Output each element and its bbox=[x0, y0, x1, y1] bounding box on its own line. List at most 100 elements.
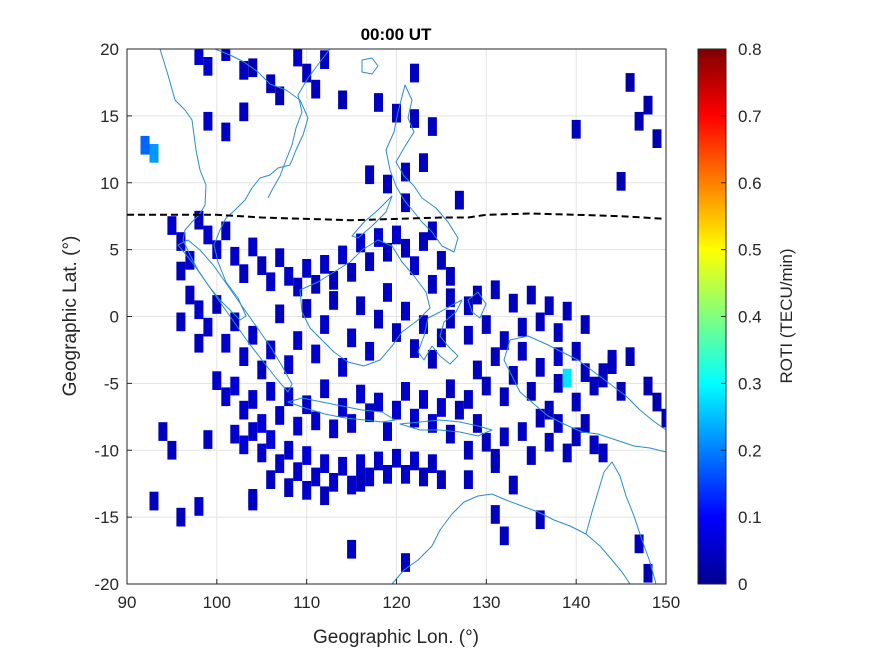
y-axis-label: Geographic Lat. (°) bbox=[60, 236, 81, 397]
roti-cell bbox=[445, 379, 455, 399]
roti-cell bbox=[410, 451, 419, 471]
coastline-vietnam bbox=[267, 49, 331, 199]
coastline-hainan bbox=[361, 57, 379, 75]
roti-cell bbox=[499, 526, 509, 546]
y-axis-ticks: -20 -15 -10 -5 0 5 10 15 20 bbox=[94, 40, 132, 594]
roti-cell bbox=[517, 341, 527, 361]
roti-cell bbox=[499, 387, 509, 407]
roti-cell bbox=[275, 86, 285, 106]
roti-cell bbox=[275, 406, 285, 425]
roti-cell bbox=[140, 135, 150, 155]
roti-cell bbox=[535, 312, 545, 332]
roti-cell bbox=[427, 117, 437, 136]
roti-cell bbox=[553, 323, 563, 342]
roti-cell bbox=[401, 193, 410, 213]
roti-cell bbox=[329, 291, 339, 310]
roti-cell bbox=[302, 481, 312, 500]
roti-cell bbox=[580, 414, 590, 433]
roti-cell bbox=[302, 63, 312, 83]
roti-cell bbox=[338, 90, 348, 110]
x-tick-label: 110 bbox=[293, 593, 320, 612]
roti-cell bbox=[490, 454, 500, 473]
roti-cell bbox=[607, 355, 617, 374]
roti-cell bbox=[490, 280, 500, 300]
roti-cell bbox=[535, 358, 545, 377]
roti-cell bbox=[347, 263, 357, 282]
y-tick-label: 20 bbox=[100, 40, 119, 59]
roti-cell bbox=[454, 400, 464, 420]
roti-cell bbox=[266, 382, 276, 401]
roti-cell bbox=[383, 465, 392, 484]
roti-cell bbox=[499, 427, 509, 447]
roti-cell bbox=[374, 309, 383, 329]
roti-cell bbox=[284, 440, 294, 460]
roti-cell bbox=[248, 325, 258, 345]
roti-cell bbox=[392, 400, 401, 420]
roti-cell bbox=[436, 251, 446, 270]
y-tick-label: 10 bbox=[100, 174, 119, 193]
coastline-lesser-sunda bbox=[399, 419, 493, 437]
roti-cell bbox=[293, 462, 303, 481]
colorbar-ticks: 0 0.1 0.2 0.3 0.4 0.5 0.6 0.7 0.8 bbox=[721, 40, 762, 594]
roti-cell bbox=[481, 315, 491, 334]
roti-cell bbox=[302, 259, 312, 278]
y-tick-label: 5 bbox=[110, 241, 119, 260]
roti-cell bbox=[508, 475, 518, 495]
roti-cell bbox=[374, 228, 383, 247]
roti-cell bbox=[194, 333, 204, 353]
roti-cell bbox=[356, 384, 366, 404]
roti-cell bbox=[347, 328, 357, 348]
roti-cell bbox=[383, 242, 392, 262]
y-tick-label: -5 bbox=[104, 374, 119, 393]
roti-cell bbox=[436, 398, 446, 417]
roti-cell bbox=[526, 382, 536, 401]
roti-cell bbox=[338, 358, 348, 377]
y-tick-label: -10 bbox=[94, 441, 119, 460]
magnetic-equator-line bbox=[127, 212, 666, 222]
roti-cell bbox=[203, 225, 213, 245]
roti-cell bbox=[472, 285, 482, 305]
colorbar-tick-label: 0 bbox=[738, 575, 747, 594]
roti-cell bbox=[410, 109, 419, 128]
roti-cell bbox=[239, 61, 249, 80]
roti-cell bbox=[463, 296, 473, 316]
roti-cell bbox=[338, 398, 348, 417]
roti-cell bbox=[499, 331, 509, 350]
roti-cell bbox=[221, 122, 231, 142]
roti-cell bbox=[257, 256, 267, 275]
roti-cell bbox=[302, 395, 312, 415]
roti-cell bbox=[652, 392, 662, 412]
roti-cell bbox=[463, 440, 473, 460]
roti-cell bbox=[230, 246, 240, 266]
roti-cell bbox=[356, 296, 366, 316]
roti-cell bbox=[508, 293, 518, 313]
roti-cell bbox=[580, 315, 590, 334]
roti-cell bbox=[436, 470, 446, 489]
chart-title: 00:00 UT bbox=[361, 25, 432, 44]
roti-cell bbox=[463, 325, 473, 345]
roti-cell bbox=[356, 473, 366, 492]
roti-cell bbox=[544, 432, 554, 452]
roti-cell bbox=[257, 414, 267, 433]
coastline-australia bbox=[391, 493, 631, 584]
roti-cell bbox=[257, 360, 267, 380]
roti-cell bbox=[643, 95, 653, 115]
roti-cell bbox=[266, 470, 276, 489]
roti-cell bbox=[212, 295, 222, 314]
roti-cell bbox=[365, 341, 375, 361]
x-tick-label: 130 bbox=[472, 593, 500, 612]
roti-cell bbox=[347, 475, 357, 495]
roti-cell bbox=[589, 435, 599, 455]
roti-cell bbox=[284, 387, 294, 407]
roti-cell bbox=[445, 309, 455, 329]
roti-cell bbox=[320, 255, 330, 274]
roti-cell bbox=[419, 153, 428, 172]
roti-cell bbox=[392, 323, 401, 342]
roti-cell bbox=[275, 454, 285, 473]
roti-cell bbox=[419, 390, 428, 409]
roti-cell bbox=[427, 454, 437, 473]
roti-cell bbox=[320, 379, 330, 399]
roti-cell bbox=[535, 408, 545, 428]
roti-cell bbox=[419, 467, 428, 487]
coastline-sulawesi bbox=[417, 299, 463, 365]
